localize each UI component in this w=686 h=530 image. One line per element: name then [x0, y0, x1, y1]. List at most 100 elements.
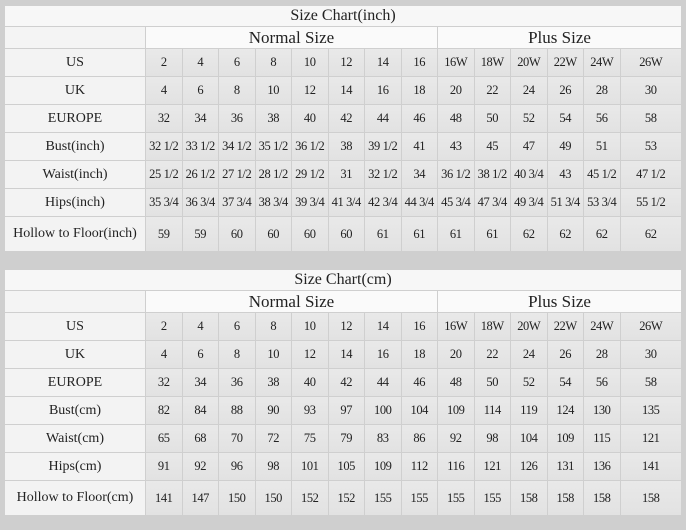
size-cell: 14	[365, 313, 401, 340]
size-cell: 28	[584, 77, 620, 104]
size-cell: 61	[365, 217, 401, 251]
size-cell: 24W	[584, 49, 620, 76]
size-cell: 36 1/2	[438, 161, 474, 188]
group-header-plus: Plus Size	[438, 291, 681, 312]
size-cell: 86	[401, 425, 437, 452]
size-cell: 92	[182, 453, 218, 480]
size-cell: 72	[255, 425, 291, 452]
size-cell: 141	[146, 481, 182, 515]
size-cell: 112	[401, 453, 437, 480]
size-cell: 62	[547, 217, 583, 251]
size-cell: 84	[182, 397, 218, 424]
row-label: Hips(cm)	[5, 453, 145, 480]
size-cell: 10	[292, 49, 328, 76]
size-cell: 98	[255, 453, 291, 480]
size-cell: 22W	[547, 49, 583, 76]
size-cell: 93	[292, 397, 328, 424]
size-cell: 54	[547, 369, 583, 396]
size-cell: 109	[547, 425, 583, 452]
size-cell: 42	[328, 105, 364, 132]
table-row: Waist(cm) 65 68 70 72 75 79 83 86 92 98 104 109 115 12…	[5, 425, 681, 452]
row-label: US	[5, 313, 145, 340]
size-cell: 36	[219, 105, 255, 132]
size-cell: 38	[328, 133, 364, 160]
size-cell: 26	[547, 341, 583, 368]
group-header-normal: Normal Size	[146, 27, 437, 48]
size-cell: 47 1/2	[620, 161, 681, 188]
size-cell: 109	[438, 397, 474, 424]
size-cell: 16	[401, 49, 437, 76]
size-cell: 4	[182, 313, 218, 340]
size-cell: 52	[511, 369, 547, 396]
size-cell: 2	[146, 49, 182, 76]
size-cell: 56	[584, 369, 620, 396]
size-cell: 48	[438, 369, 474, 396]
size-cell: 39 1/2	[365, 133, 401, 160]
size-cell: 20W	[511, 313, 547, 340]
size-cell: 10	[255, 77, 291, 104]
table-row: Bust(cm) 82 84 88 90 93 97 100 104 109 114 119 124 13…	[5, 397, 681, 424]
size-cell: 10	[292, 313, 328, 340]
size-cell: 16	[401, 313, 437, 340]
size-cell: 62	[584, 217, 620, 251]
table-row: Hips(cm) 91 92 96 98 101 105 109 112 116 121 126 131…	[5, 453, 681, 480]
size-cell: 109	[365, 453, 401, 480]
size-cell: 26	[547, 77, 583, 104]
size-cell: 147	[182, 481, 218, 515]
size-cell: 6	[182, 77, 218, 104]
size-cell: 4	[146, 341, 182, 368]
size-cell: 121	[620, 425, 681, 452]
size-cell: 44	[365, 105, 401, 132]
row-label: Hips(inch)	[5, 189, 145, 216]
size-cell: 58	[620, 369, 681, 396]
size-cell: 155	[474, 481, 510, 515]
size-cell: 18	[401, 341, 437, 368]
size-cell: 39 3/4	[292, 189, 328, 216]
size-cell: 41	[401, 133, 437, 160]
size-cell: 26W	[620, 313, 681, 340]
size-cell: 92	[438, 425, 474, 452]
size-cell: 40	[292, 369, 328, 396]
size-cell: 49 3/4	[511, 189, 547, 216]
size-cell: 158	[620, 481, 681, 515]
size-cell: 18W	[474, 313, 510, 340]
size-cell: 33 1/2	[182, 133, 218, 160]
size-cell: 141	[620, 453, 681, 480]
size-cell: 28	[584, 341, 620, 368]
size-cell: 43	[438, 133, 474, 160]
size-cell: 12	[328, 313, 364, 340]
size-cell: 91	[146, 453, 182, 480]
size-cell: 45	[474, 133, 510, 160]
size-cell: 158	[547, 481, 583, 515]
size-cell: 116	[438, 453, 474, 480]
size-cell: 8	[255, 313, 291, 340]
group-header-normal: Normal Size	[146, 291, 437, 312]
row-label: US	[5, 49, 145, 76]
size-cell: 105	[328, 453, 364, 480]
size-cell: 34	[182, 105, 218, 132]
size-cell: 61	[401, 217, 437, 251]
size-cell: 31	[328, 161, 364, 188]
size-cell: 32 1/2	[146, 133, 182, 160]
size-cell: 42	[328, 369, 364, 396]
size-cell: 60	[255, 217, 291, 251]
chart-title: Size Chart(cm)	[5, 270, 681, 290]
size-cell: 12	[292, 77, 328, 104]
size-cell: 18	[401, 77, 437, 104]
size-cell: 36 3/4	[182, 189, 218, 216]
size-cell: 130	[584, 397, 620, 424]
size-cell: 114	[474, 397, 510, 424]
size-cell: 136	[584, 453, 620, 480]
size-cell: 62	[511, 217, 547, 251]
size-cell: 44	[365, 369, 401, 396]
size-cell: 83	[365, 425, 401, 452]
size-cell: 135	[620, 397, 681, 424]
size-cell: 8	[255, 49, 291, 76]
row-label: Hollow to Floor(inch)	[5, 217, 145, 251]
size-cell: 20	[438, 341, 474, 368]
size-cell: 121	[474, 453, 510, 480]
row-label: UK	[5, 341, 145, 368]
size-cell: 12	[292, 341, 328, 368]
size-cell: 158	[584, 481, 620, 515]
size-cell: 2	[146, 313, 182, 340]
